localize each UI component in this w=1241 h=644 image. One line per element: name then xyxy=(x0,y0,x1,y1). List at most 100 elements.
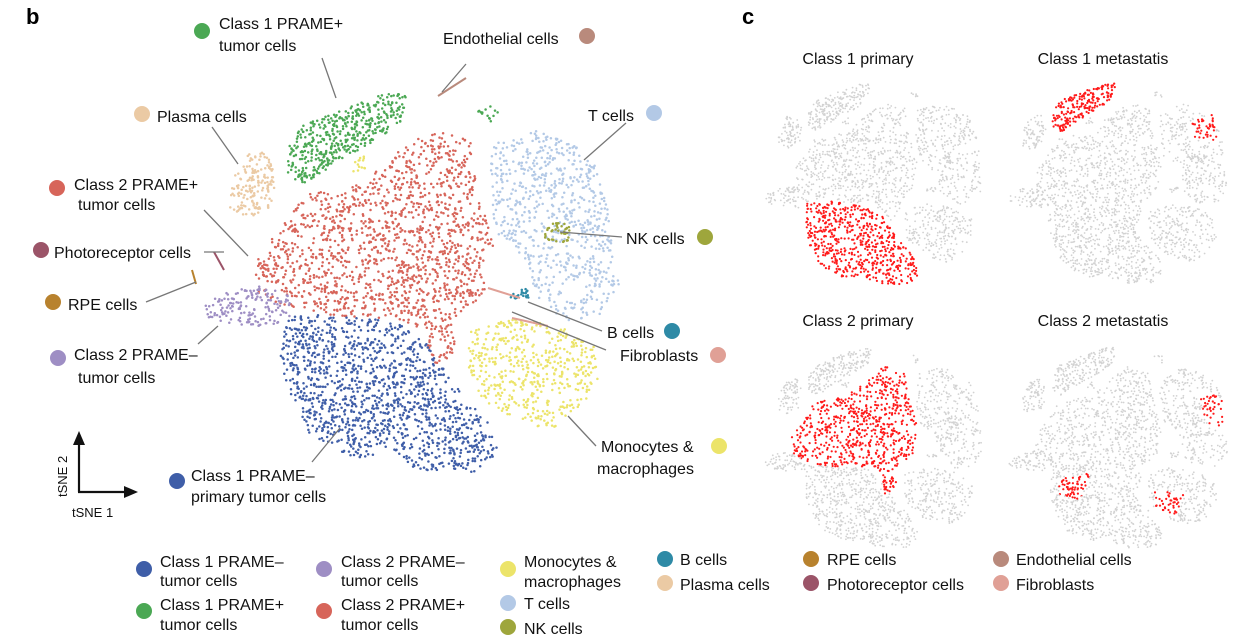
label-class1-plus-1: Class 1 PRAME+ xyxy=(219,16,343,33)
cell-point xyxy=(533,206,536,210)
cell-point xyxy=(430,392,434,395)
cell-point xyxy=(537,175,541,179)
cell-point xyxy=(522,220,526,223)
cell-point xyxy=(363,346,367,349)
cell-point xyxy=(307,375,310,379)
cell-point xyxy=(332,313,336,316)
cell-point xyxy=(330,251,333,255)
cell-point xyxy=(570,183,573,187)
cell-point xyxy=(448,154,451,158)
cell-point xyxy=(455,290,459,293)
cell-point xyxy=(428,403,431,406)
cell-point xyxy=(320,121,324,124)
cell-point xyxy=(302,387,306,390)
cell-point xyxy=(373,297,377,301)
cell-point xyxy=(316,194,319,197)
cell-point xyxy=(583,221,587,225)
cell-point xyxy=(331,119,334,123)
cell-point xyxy=(357,165,361,168)
cell-point xyxy=(333,137,337,140)
mini-tsne-class1-primary xyxy=(765,83,982,286)
cell-point xyxy=(354,367,357,371)
cell-point xyxy=(439,428,442,431)
cell-point xyxy=(470,427,473,430)
cell-point xyxy=(493,109,497,112)
cell-point xyxy=(366,348,370,351)
cell-point xyxy=(389,325,393,328)
cell-point xyxy=(471,300,475,304)
cell-point xyxy=(277,242,280,245)
cell-point xyxy=(601,240,605,244)
cell-point xyxy=(348,133,351,136)
cell-point xyxy=(386,412,389,416)
cell-point xyxy=(506,234,509,237)
cell-point xyxy=(390,362,393,365)
cell-point xyxy=(466,461,470,465)
cell-point xyxy=(232,297,235,301)
cell-point xyxy=(573,176,576,179)
cell-point xyxy=(536,396,540,400)
cell-point xyxy=(484,370,488,374)
cell-point xyxy=(324,238,327,241)
cell-point xyxy=(451,193,455,197)
cell-point xyxy=(412,163,416,167)
cell-point xyxy=(468,269,471,272)
cell-point xyxy=(526,363,529,367)
cell-point xyxy=(448,250,452,253)
cell-point xyxy=(590,290,594,294)
cell-point xyxy=(348,384,351,387)
cell-point xyxy=(456,433,460,437)
cell-point xyxy=(290,318,294,322)
cell-point xyxy=(470,369,473,372)
cell-point xyxy=(250,176,254,180)
cell-point xyxy=(312,273,316,277)
cell-point xyxy=(545,257,548,260)
cell-point xyxy=(253,194,256,197)
cell-point xyxy=(330,341,333,344)
cell-point xyxy=(318,336,321,340)
cell-point xyxy=(517,293,520,297)
cell-point xyxy=(473,178,476,182)
cell-point xyxy=(424,230,428,234)
cell-point xyxy=(600,207,603,210)
cell-point xyxy=(283,221,287,225)
cell-point xyxy=(522,229,526,233)
cell-point xyxy=(444,327,447,330)
cell-point xyxy=(369,208,372,212)
cell-point xyxy=(588,200,591,203)
cell-point xyxy=(435,299,439,302)
cell-point xyxy=(391,199,395,203)
cell-point xyxy=(552,259,555,262)
cell-point xyxy=(526,370,530,374)
cell-point xyxy=(398,413,402,417)
cell-point xyxy=(259,168,263,171)
cell-point xyxy=(311,219,315,223)
cell-point xyxy=(310,224,314,228)
cell-point xyxy=(431,463,435,467)
cell-point xyxy=(270,237,274,241)
cell-point xyxy=(380,184,383,187)
cell-point xyxy=(533,173,537,176)
cell-point xyxy=(456,223,460,226)
cell-point xyxy=(296,372,300,376)
cell-point xyxy=(381,272,384,276)
cell-point xyxy=(460,423,464,427)
cell-point xyxy=(396,327,400,331)
cell-point xyxy=(525,323,529,327)
cell-point xyxy=(382,234,385,237)
cell-point xyxy=(260,181,263,184)
cell-point xyxy=(447,323,450,327)
cell-point xyxy=(549,293,552,296)
cell-point xyxy=(348,205,352,208)
cell-point xyxy=(373,262,376,265)
cell-point xyxy=(587,361,590,365)
cell-point xyxy=(554,367,558,371)
cell-point xyxy=(570,215,573,218)
cell-point xyxy=(381,404,385,407)
cell-point xyxy=(333,144,336,148)
cell-point xyxy=(418,447,422,450)
cell-point xyxy=(541,367,545,370)
cell-point xyxy=(376,343,379,346)
cell-point xyxy=(412,265,415,268)
cell-point xyxy=(519,385,523,389)
